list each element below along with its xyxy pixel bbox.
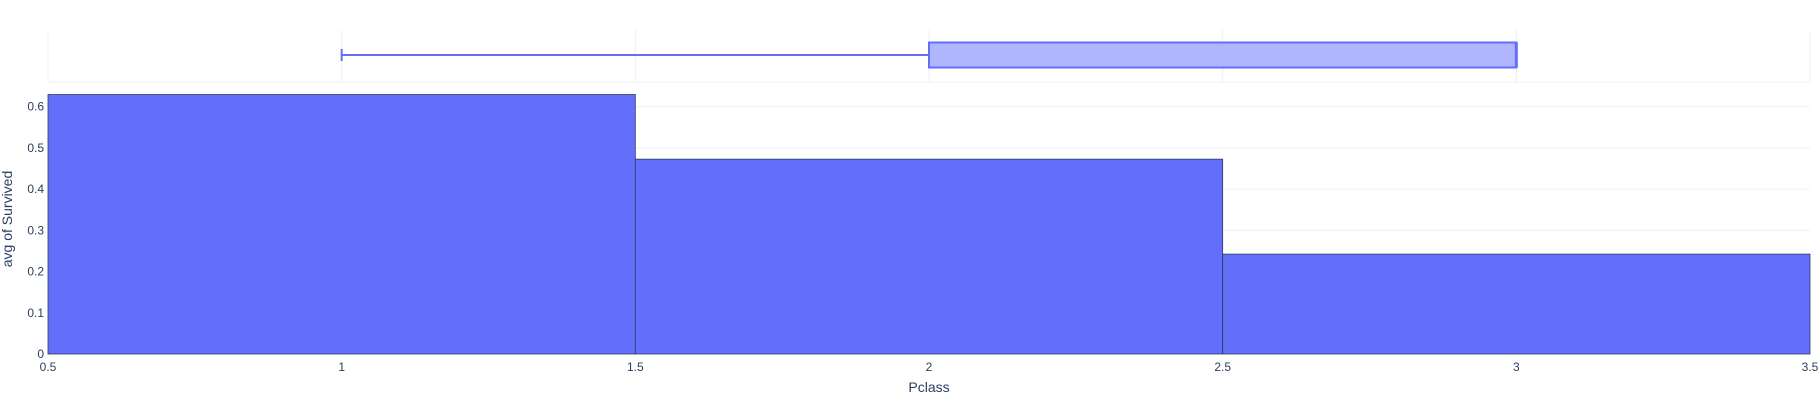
- box-iqr[interactable]: [928, 41, 1518, 69]
- x-tick-label: 3: [1513, 360, 1520, 374]
- x-axis-title: Pclass: [908, 379, 949, 395]
- y-tick-label: 0.4: [27, 182, 44, 196]
- y-tick-label: 0.1: [27, 306, 44, 320]
- x-tick-label: 1: [338, 360, 345, 374]
- y-tick-label: 0: [37, 347, 44, 361]
- bar-series[interactable]: [47, 94, 1811, 355]
- bar[interactable]: [47, 94, 636, 355]
- bar[interactable]: [634, 158, 1224, 355]
- x-tick-label: 2: [926, 360, 933, 374]
- y-tick-label: 0.3: [27, 223, 44, 237]
- x-tick-label: 3.5: [1802, 360, 1819, 374]
- y-tick-label: 0.5: [27, 141, 44, 155]
- marginal-box-plot[interactable]: [340, 41, 1518, 69]
- x-tick-label: 1.5: [627, 360, 644, 374]
- bar[interactable]: [1222, 253, 1811, 355]
- y-axis-title: avg of Survived: [0, 171, 15, 268]
- x-tick-label: 2.5: [1214, 360, 1231, 374]
- axes: 0.5 1 1.5 2 2.5 3 3.5 0 0.1 0.2 0.3 0.4 0.5 0.6: [27, 100, 1818, 374]
- y-tick-label: 0.2: [27, 265, 44, 279]
- x-tick-label: 0.5: [40, 360, 57, 374]
- y-tick-label: 0.6: [27, 100, 44, 114]
